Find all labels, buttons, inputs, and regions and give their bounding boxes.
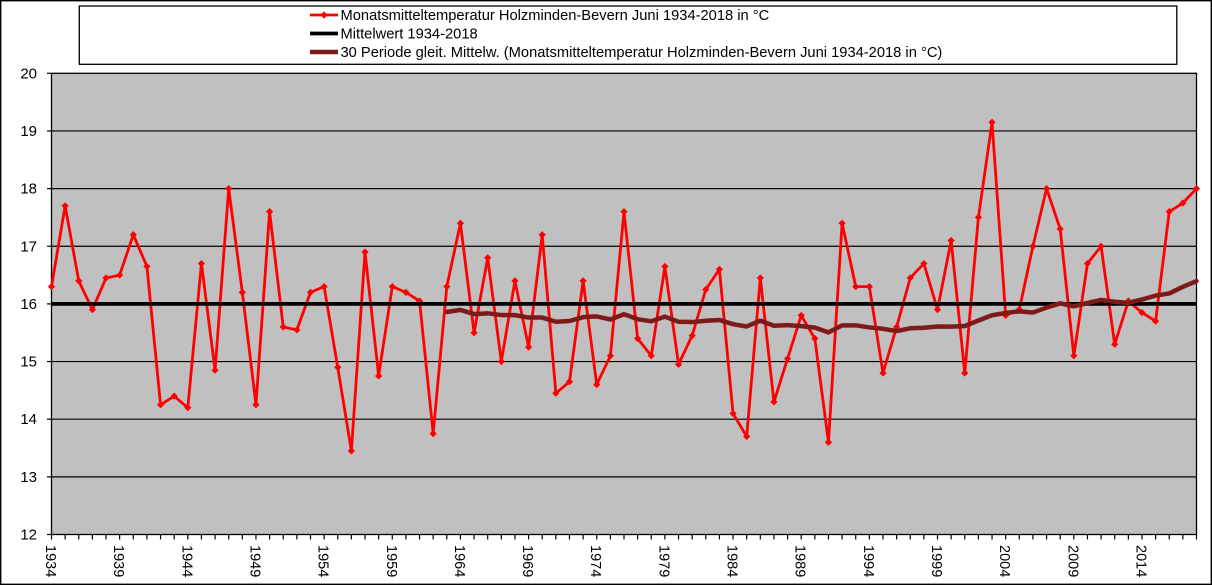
svg-text:1989: 1989 [792,545,808,577]
svg-text:15: 15 [20,354,37,371]
svg-text:2004: 2004 [996,545,1012,577]
svg-text:1944: 1944 [178,545,194,577]
svg-text:2014: 2014 [1132,545,1148,577]
svg-text:2009: 2009 [1064,545,1080,577]
svg-text:1949: 1949 [246,545,262,577]
svg-text:1969: 1969 [519,545,535,577]
svg-text:18: 18 [20,181,37,198]
svg-text:1984: 1984 [724,545,740,577]
svg-text:17: 17 [20,238,37,255]
svg-text:1994: 1994 [860,545,876,577]
svg-text:14: 14 [20,411,37,428]
svg-text:30 Periode gleit. Mittelw. (Mo: 30 Periode gleit. Mittelw. (Monatsmittel… [341,45,943,61]
svg-text:1934: 1934 [42,545,58,577]
svg-text:Monatsmitteltemperatur Holzmin: Monatsmitteltemperatur Holzminden-Bevern… [341,8,770,24]
svg-text:1959: 1959 [383,545,399,577]
svg-text:1939: 1939 [110,545,126,577]
svg-text:19: 19 [20,123,37,140]
svg-text:1954: 1954 [315,545,331,577]
svg-text:16: 16 [20,296,37,313]
svg-text:12: 12 [20,527,37,544]
svg-text:1979: 1979 [655,545,671,577]
svg-text:1974: 1974 [587,545,603,577]
svg-text:1964: 1964 [451,545,467,577]
svg-text:1999: 1999 [928,545,944,577]
svg-text:20: 20 [20,65,37,82]
svg-text:Mittelwert 1934-2018: Mittelwert 1934-2018 [341,26,478,42]
svg-text:13: 13 [20,469,37,486]
